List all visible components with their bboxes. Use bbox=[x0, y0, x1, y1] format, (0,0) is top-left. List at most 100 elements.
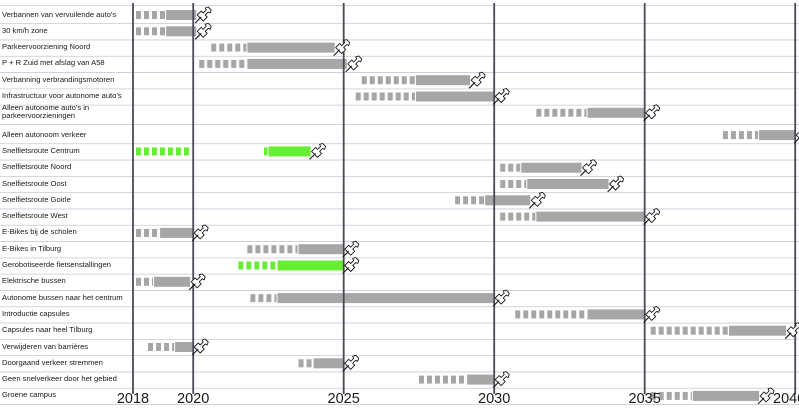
bar-planning-segment bbox=[223, 59, 229, 68]
bar-planning-segment bbox=[262, 261, 268, 270]
pushpin-icon bbox=[579, 159, 598, 177]
x-tick-label: 2025 bbox=[327, 391, 360, 407]
bar-planning-segment bbox=[552, 108, 558, 117]
bar-execution-segment bbox=[536, 211, 645, 222]
bar-execution-segment bbox=[298, 244, 344, 255]
bar-planning-segment bbox=[274, 294, 277, 303]
bar-planning-segment bbox=[235, 43, 241, 52]
pushpin-icon bbox=[342, 354, 360, 372]
bar-planning-segment bbox=[176, 147, 182, 156]
bar-planning-segment bbox=[579, 310, 585, 319]
pushpin-icon bbox=[191, 224, 209, 242]
row-label: P + R Zuid met afslag van A58 bbox=[2, 58, 105, 68]
bar-execution-segment bbox=[485, 195, 531, 206]
x-tick-label: 2035 bbox=[628, 391, 661, 407]
bar-planning-segment bbox=[250, 294, 256, 303]
bar-planning-segment bbox=[658, 326, 664, 335]
bar-planning-segment bbox=[508, 180, 514, 188]
bar-planning-segment bbox=[576, 108, 582, 117]
pushpin-icon bbox=[492, 371, 510, 389]
bar-planning-segment bbox=[500, 180, 506, 188]
bar-planning-segment bbox=[238, 261, 244, 270]
pushpin-icon bbox=[194, 6, 212, 24]
bar-planning-segment bbox=[479, 196, 485, 205]
bar-planning-segment bbox=[152, 11, 158, 19]
bar-planning-segment bbox=[363, 92, 369, 101]
bar-planning-segment bbox=[426, 375, 432, 384]
bar-planning-segment bbox=[508, 212, 514, 221]
bar-planning-segment bbox=[207, 59, 213, 68]
bar-planning-segment bbox=[184, 147, 190, 156]
bar-execution-segment bbox=[277, 260, 344, 271]
bar-planning-segment bbox=[152, 147, 158, 156]
bar-planning-segment bbox=[361, 76, 367, 85]
bar-planning-segment bbox=[690, 326, 696, 335]
bar-execution-segment bbox=[166, 26, 197, 37]
bar-planning-segment bbox=[690, 391, 692, 400]
bar-planning-segment bbox=[270, 261, 276, 270]
bar-planning-segment bbox=[738, 131, 744, 140]
bar-planning-segment bbox=[658, 391, 664, 400]
bar-planning-segment bbox=[160, 147, 166, 156]
bar-planning-segment bbox=[172, 343, 175, 351]
bar-planning-segment bbox=[539, 310, 545, 319]
pushpin-icon bbox=[191, 338, 209, 356]
row-label: Snelfietsroute West bbox=[2, 211, 68, 221]
bar-planning-segment bbox=[239, 59, 245, 68]
bar-planning-segment bbox=[247, 245, 253, 254]
bar-planning-segment bbox=[674, 326, 680, 335]
bar-planning-segment bbox=[515, 310, 521, 319]
bar-execution-segment bbox=[587, 309, 645, 320]
bar-planning-segment bbox=[524, 180, 527, 188]
bar-planning-segment bbox=[227, 43, 233, 52]
row-label: Snelfietsroute Centrum bbox=[2, 145, 80, 155]
bar-execution-segment bbox=[728, 325, 787, 336]
bar-planning-segment bbox=[152, 277, 154, 286]
bar-planning-segment bbox=[698, 326, 704, 335]
bar-planning-segment bbox=[560, 108, 566, 117]
bar-planning-segment bbox=[650, 326, 656, 335]
bar-planning-segment bbox=[215, 59, 221, 68]
row-label: Snelfietsroute Goirle bbox=[2, 194, 71, 204]
bar-planning-segment bbox=[555, 310, 561, 319]
bar-planning-segment bbox=[401, 76, 407, 85]
bar-planning-segment bbox=[144, 147, 150, 156]
row-label: Verwijderen van barrières bbox=[2, 341, 89, 351]
pushpin-icon bbox=[643, 104, 661, 122]
pushpin-icon bbox=[468, 71, 486, 89]
bar-planning-segment bbox=[255, 245, 261, 254]
pushpin-icon bbox=[492, 289, 510, 307]
bar-planning-segment bbox=[500, 212, 506, 221]
bar-planning-segment bbox=[508, 163, 514, 172]
bar-planning-segment bbox=[160, 11, 166, 19]
bar-planning-segment bbox=[264, 147, 268, 156]
bar-planning-segment bbox=[395, 92, 401, 101]
pushpin-icon bbox=[757, 387, 775, 405]
bar-planning-segment bbox=[136, 27, 142, 36]
bar-planning-segment bbox=[144, 277, 150, 286]
bar-execution-segment bbox=[166, 10, 197, 20]
bar-planning-segment bbox=[211, 43, 217, 52]
bar-execution-segment bbox=[268, 146, 311, 157]
bar-planning-segment bbox=[547, 310, 553, 319]
bar-planning-segment bbox=[295, 245, 298, 254]
row-label: Snelfietsroute Noord bbox=[2, 162, 72, 172]
bar-planning-segment bbox=[563, 310, 569, 319]
bar-planning-segment bbox=[524, 212, 530, 221]
row-label: Verbanning verbrandingsmotoren bbox=[2, 74, 115, 84]
row-label: Snelfietsroute Oost bbox=[2, 178, 67, 188]
bar-planning-segment bbox=[263, 245, 269, 254]
row-label: Infrastructuur voor autonome auto's bbox=[2, 91, 122, 100]
bar-planning-segment bbox=[516, 163, 521, 172]
bar-planning-segment bbox=[152, 27, 158, 36]
pushpin-icon bbox=[643, 305, 661, 323]
bar-planning-segment bbox=[682, 326, 688, 335]
bar-execution-segment bbox=[175, 342, 194, 352]
bar-execution-segment bbox=[759, 130, 796, 141]
bar-execution-segment bbox=[247, 58, 347, 69]
bar-planning-segment bbox=[463, 196, 469, 205]
bar-planning-segment bbox=[450, 375, 456, 384]
bar-planning-segment bbox=[571, 310, 577, 319]
pushpin-icon bbox=[607, 175, 625, 193]
